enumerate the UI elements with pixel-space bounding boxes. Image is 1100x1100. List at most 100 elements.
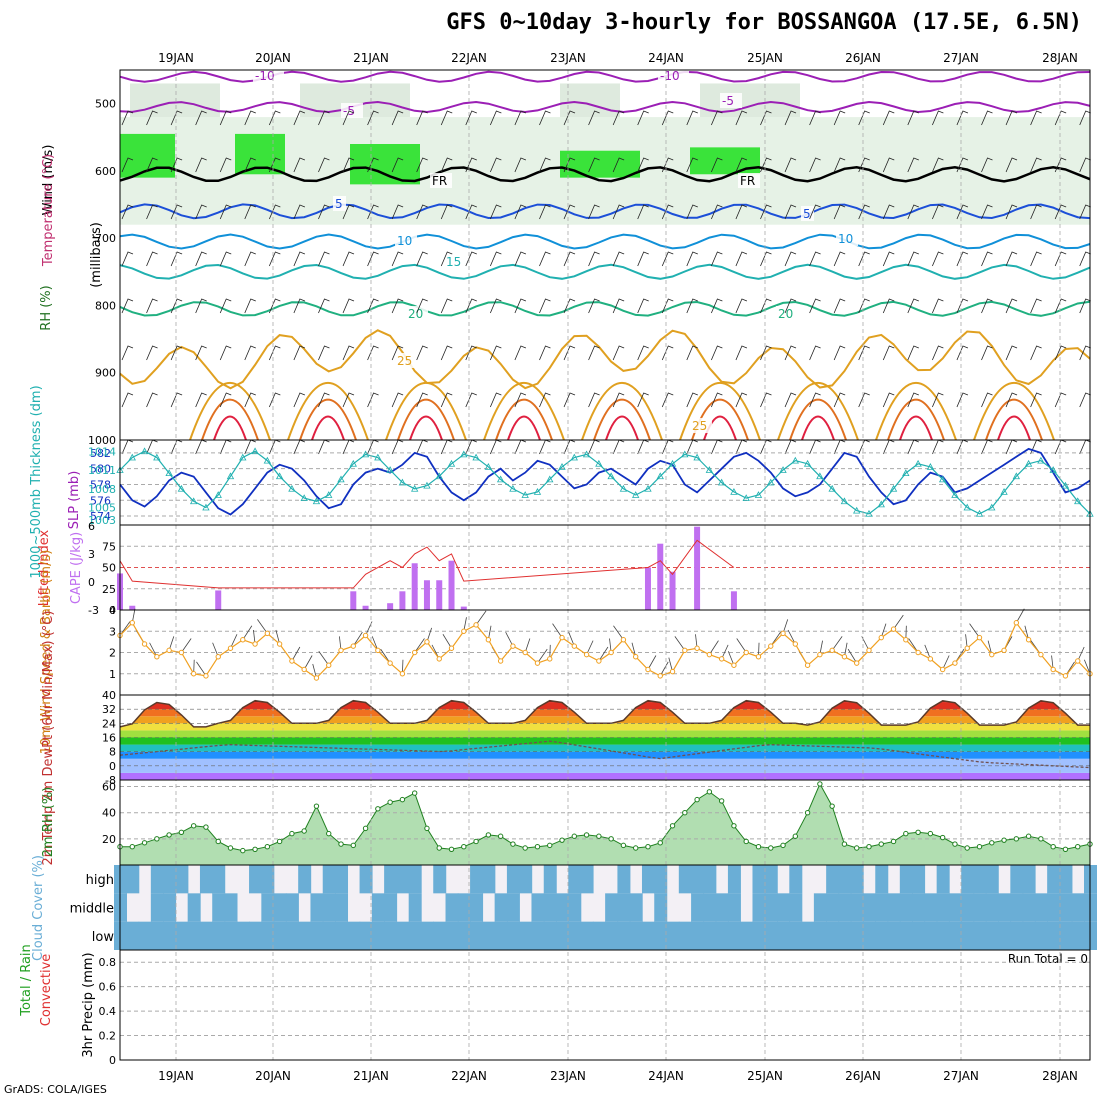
contour-label-bg (690, 418, 712, 433)
wind-barb (514, 251, 527, 267)
wind-barb (465, 392, 477, 408)
temp-contour-30-loop (985, 398, 1043, 441)
slp-point (374, 453, 382, 461)
cloud-cell-low (641, 921, 655, 950)
date-label-top: 28JAN (1042, 51, 1078, 65)
cloud-cell-low (727, 921, 741, 950)
wind-barb (858, 204, 870, 220)
wind-barb (440, 110, 453, 126)
wind-barb (318, 204, 330, 220)
wind-barb (244, 204, 256, 220)
temp-contour-30-loop (201, 398, 259, 441)
wind-barb (489, 345, 502, 361)
wind-barb (661, 110, 674, 126)
slp-point (202, 503, 210, 511)
wind-barb (735, 345, 748, 361)
slp-point (632, 491, 640, 498)
cloud-cell-middle (1010, 893, 1024, 922)
thickness-tick-label: 578 (90, 478, 111, 491)
cloud-cell-low (556, 921, 570, 950)
wind-barb (1005, 204, 1018, 220)
cloud-cell-high (764, 865, 778, 894)
cloud-cell-low (199, 921, 213, 950)
wind-barb (686, 251, 698, 267)
cloud-cell-middle (764, 893, 778, 922)
wind-barb (1030, 204, 1042, 220)
date-label-bottom: 22JAN (451, 1069, 487, 1083)
wind-speed-point (718, 656, 725, 662)
temperature-axis-label: Temperature (°C) (41, 154, 56, 267)
rh-moist-patch (350, 144, 420, 185)
wind-barb (637, 251, 649, 267)
wind-barb (244, 157, 256, 173)
wind-speed-point (534, 660, 541, 666)
wind-barb-10m (414, 638, 425, 653)
wind-barb (735, 392, 748, 408)
rh-2m-point (559, 837, 565, 843)
cloud-cell-middle (322, 893, 336, 922)
cloud-cell-low (691, 921, 705, 950)
wind-speed-point (473, 622, 479, 628)
wind-speed-point (755, 654, 762, 660)
cloud-cell-low (629, 921, 643, 950)
wind-barb (637, 157, 649, 173)
rh-moist-patch (560, 150, 640, 178)
slp-point (619, 484, 628, 492)
wind-speed-point (829, 647, 835, 654)
wind-barb (932, 439, 944, 455)
wind-barb (514, 298, 527, 314)
wind-barb (907, 157, 919, 173)
rh-2m-point (583, 832, 590, 838)
wind-barb (293, 345, 306, 361)
wind-speed-point (350, 643, 356, 649)
temp-contour-25 (119, 329, 1091, 390)
cloud-cell-high (470, 865, 484, 894)
cloud-cell-middle (961, 893, 975, 922)
thickness-tick-label: 574 (90, 510, 111, 523)
wind-barb (882, 345, 895, 361)
wind-barb (539, 251, 551, 267)
cloud-cell-low (592, 921, 606, 950)
wind-barb (465, 157, 477, 173)
wind-speed-point (792, 641, 799, 647)
wind-barb (489, 251, 502, 267)
cloud-cell-high (212, 865, 226, 894)
slp-point (779, 466, 787, 473)
slp-point (325, 491, 333, 498)
cloud-cell-high (408, 865, 422, 894)
rh-2m-point (657, 840, 663, 846)
wind-speed-point (694, 645, 700, 651)
cloud-cell-high (322, 865, 336, 894)
cape-bar (644, 567, 651, 610)
wind-barb (367, 204, 379, 220)
cape-bar (387, 603, 394, 610)
wind-barb (858, 110, 870, 126)
cloud-cell-low (1047, 921, 1061, 950)
cloud-cell-low (617, 921, 631, 950)
slp-point (853, 506, 861, 514)
cloud-cell-low (715, 921, 729, 950)
contour-label-bg (430, 173, 452, 188)
date-label-top: 21JAN (353, 51, 389, 65)
date-label-bottom: 21JAN (353, 1069, 389, 1083)
wind-barb (489, 157, 502, 173)
cloud-row-label: low (92, 930, 115, 945)
wind-barb (342, 439, 355, 455)
wind-barb (833, 298, 846, 314)
wind-barb (514, 392, 527, 408)
wind-barb (1005, 345, 1018, 361)
wind-barb (440, 251, 453, 267)
wind-barb (195, 157, 207, 173)
wind-barb (809, 251, 821, 267)
temp-contour-35-loop (213, 415, 247, 441)
cloud-cell-high (826, 865, 840, 894)
slp-point (803, 459, 812, 467)
contour-label: 10 (838, 232, 853, 246)
slp-point (938, 475, 947, 483)
cloud-cell-high (936, 865, 950, 894)
slp-point (472, 453, 480, 461)
wind-speed-point (289, 658, 295, 664)
wind-barb (661, 392, 674, 408)
slp-point (411, 484, 419, 492)
